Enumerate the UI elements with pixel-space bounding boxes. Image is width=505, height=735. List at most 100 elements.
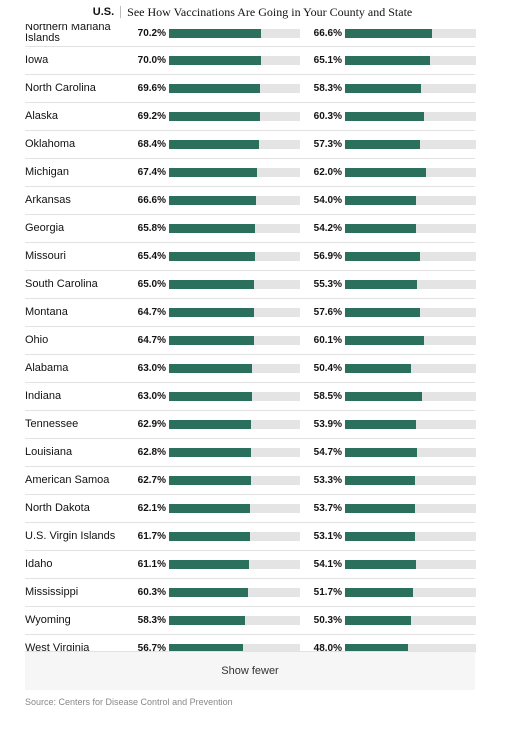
table-row: Iowa 70.0% 65.1% <box>25 47 476 75</box>
percent-value-second-column: 56.9% <box>313 251 342 262</box>
bar-track <box>345 84 476 93</box>
page-headline[interactable]: See How Vaccinations Are Going in Your C… <box>127 4 413 19</box>
percent-value-second-column: 50.3% <box>313 615 342 626</box>
percent-value-first-column: 61.7% <box>137 531 166 542</box>
show-fewer-button[interactable]: Show fewer <box>25 651 475 690</box>
bar-fill <box>169 392 252 401</box>
percent-value-first-column: 66.6% <box>137 195 166 206</box>
bar-track <box>169 448 300 457</box>
bar-fill <box>169 476 252 485</box>
bar-track <box>345 476 476 485</box>
bar-track <box>345 504 476 513</box>
bar-track <box>345 336 476 345</box>
bar-fill <box>169 448 252 457</box>
bar-fill <box>345 588 413 597</box>
bar-track <box>169 476 300 485</box>
percent-value-second-column: 54.0% <box>313 195 342 206</box>
percent-value-first-column: 61.1% <box>137 559 166 570</box>
percent-value-second-column: 51.7% <box>313 587 342 598</box>
bar-fill <box>169 196 257 205</box>
source-note: Source: Centers for Disease Control and … <box>25 697 233 707</box>
bar-track <box>169 280 300 289</box>
bar-fill <box>345 280 418 289</box>
bar-fill <box>345 448 417 457</box>
percent-value-first-column: 69.6% <box>137 83 166 94</box>
percent-value-second-column: 65.1% <box>313 55 342 66</box>
percent-value-second-column: 57.3% <box>313 139 342 150</box>
percent-value-first-column: 62.7% <box>137 475 166 486</box>
section-label[interactable]: U.S. <box>93 6 122 18</box>
state-name: Idaho <box>25 558 53 570</box>
table-row: American Samoa 62.7% 53.3% <box>25 467 476 495</box>
bar-fill <box>345 560 416 569</box>
bar-track <box>345 392 476 401</box>
bar-track <box>345 196 476 205</box>
percent-value-first-column: 70.0% <box>137 55 166 66</box>
bar-fill <box>169 336 254 345</box>
percent-value-first-column: 64.7% <box>137 335 166 346</box>
percent-value-second-column: 54.2% <box>313 223 342 234</box>
bar-track <box>345 364 476 373</box>
percent-value-first-column: 68.4% <box>137 139 166 150</box>
percent-value-second-column: 54.7% <box>313 447 342 458</box>
bar-track <box>169 112 300 121</box>
table-row: Wyoming 58.3% 50.3% <box>25 607 476 635</box>
bar-track <box>169 532 300 541</box>
bar-fill <box>345 616 411 625</box>
percent-value-first-column: 62.9% <box>137 419 166 430</box>
bar-track <box>169 336 300 345</box>
bar-fill <box>169 308 254 317</box>
bar-fill <box>345 84 422 93</box>
bar-fill <box>169 252 255 261</box>
percent-value-first-column: 65.0% <box>137 279 166 290</box>
bar-track <box>169 616 300 625</box>
bar-track <box>345 420 476 429</box>
table-row: South Carolina 65.0% 55.3% <box>25 271 476 299</box>
table-row: North Carolina 69.6% 58.3% <box>25 75 476 103</box>
table-row: Indiana 63.0% 58.5% <box>25 383 476 411</box>
bar-fill <box>345 504 416 513</box>
bar-fill <box>169 168 258 177</box>
percent-value-second-column: 60.1% <box>313 335 342 346</box>
percent-value-first-column: 58.3% <box>137 615 166 626</box>
state-name: Missouri <box>25 250 66 262</box>
table-row: North Dakota 62.1% 53.7% <box>25 495 476 523</box>
bar-track <box>345 532 476 541</box>
bar-fill <box>169 644 244 653</box>
percent-value-first-column: 67.4% <box>137 167 166 178</box>
bar-track <box>345 112 476 121</box>
bar-fill <box>345 196 416 205</box>
percent-value-second-column: 53.7% <box>313 503 342 514</box>
percent-value-second-column: 53.9% <box>313 419 342 430</box>
percent-value-first-column: 62.1% <box>137 503 166 514</box>
state-name: Arkansas <box>25 194 71 206</box>
state-name: Mississippi <box>25 586 79 598</box>
table-row: Arkansas 66.6% 54.0% <box>25 187 476 215</box>
state-name: Louisiana <box>25 446 73 458</box>
bar-fill <box>345 29 433 38</box>
bar-fill <box>169 112 260 121</box>
bar-fill <box>169 84 261 93</box>
bar-track <box>169 560 300 569</box>
table-row: Michigan 67.4% 62.0% <box>25 159 476 187</box>
bar-fill <box>345 336 424 345</box>
bar-track <box>169 29 300 38</box>
bar-fill <box>345 392 422 401</box>
bar-fill <box>169 364 252 373</box>
table-row: Tennessee 62.9% 53.9% <box>25 411 476 439</box>
percent-value-second-column: 66.6% <box>313 27 342 39</box>
vaccination-table: Northern Mariana Islands 70.2% 66.6% Iowa 70… <box>25 20 476 663</box>
bar-track <box>345 644 476 653</box>
bar-track <box>345 616 476 625</box>
bar-track <box>169 196 300 205</box>
percent-value-second-column: 55.3% <box>313 279 342 290</box>
bar-fill <box>345 476 415 485</box>
bar-track <box>169 504 300 513</box>
bar-track <box>169 644 300 653</box>
bar-track <box>169 392 300 401</box>
bar-fill <box>169 140 259 149</box>
bar-fill <box>345 308 421 317</box>
percent-value-first-column: 63.0% <box>137 391 166 402</box>
percent-value-first-column: 56.7% <box>137 643 166 654</box>
bar-fill <box>345 420 416 429</box>
